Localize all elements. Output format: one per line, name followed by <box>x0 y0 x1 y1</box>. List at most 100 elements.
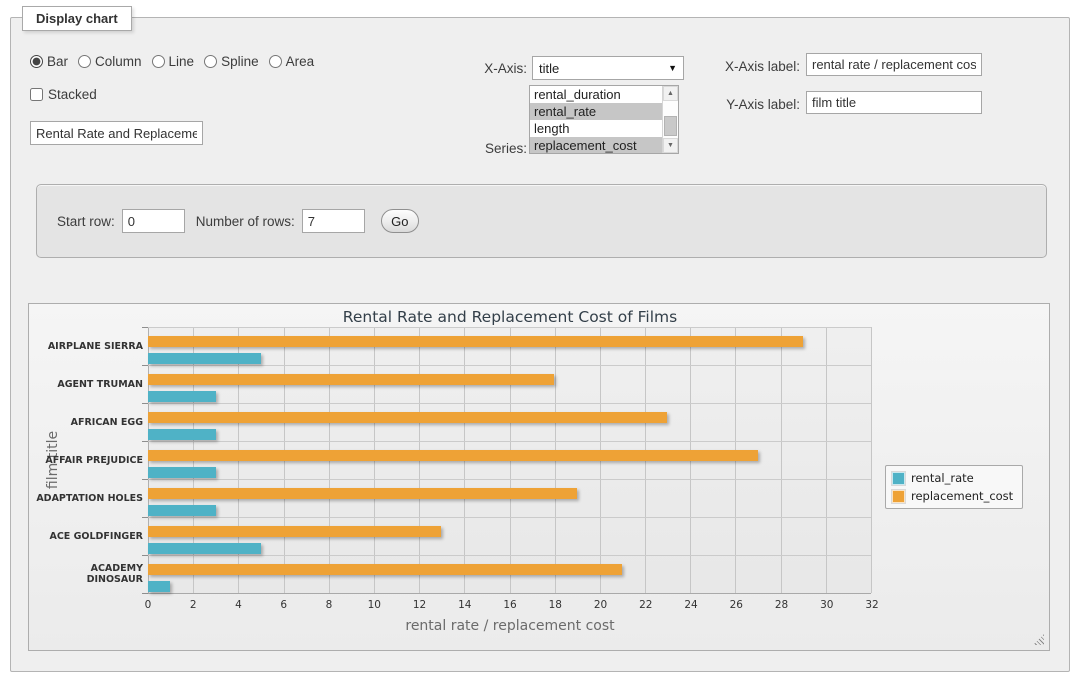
gridline-x-28 <box>781 327 782 593</box>
scrollbar-thumb[interactable] <box>664 116 677 136</box>
display-chart-panel: Display chart BarColumnLineSplineArea St… <box>10 17 1070 672</box>
y-tick-mark-3 <box>142 441 148 442</box>
x-tick-label-6: 6 <box>264 599 304 611</box>
x-tick-label-4: 4 <box>219 599 259 611</box>
x-tick-label-26: 26 <box>716 599 756 611</box>
chart-type-label-spline: Spline <box>221 54 259 69</box>
bar-rental_rate-0 <box>148 353 261 364</box>
go-button[interactable]: Go <box>381 209 419 233</box>
x-axis-select[interactable]: title ▼ <box>532 56 684 80</box>
category-label-6: ACADEMY DINOSAUR <box>33 555 143 593</box>
bar-rental_rate-4 <box>148 505 216 516</box>
gridline-y-3 <box>148 441 871 442</box>
y-tick-mark-7 <box>142 593 148 594</box>
category-label-1: AGENT TRUMAN <box>33 365 143 403</box>
category-label-0: AIRPLANE SIERRA <box>33 327 143 365</box>
gridline-y-2 <box>148 403 871 404</box>
y-tick-mark-6 <box>142 555 148 556</box>
x-axis-selected-value: title <box>539 61 559 76</box>
category-label-4: ADAPTATION HOLES <box>33 479 143 517</box>
x-tick-label-2: 2 <box>173 599 213 611</box>
chart-type-label-line: Line <box>169 54 195 69</box>
chart-type-column[interactable]: Column <box>78 54 142 69</box>
series-option-rental_rate[interactable]: rental_rate <box>530 103 662 120</box>
gridline-y-5 <box>148 517 871 518</box>
chart-type-radio-line[interactable] <box>152 55 165 68</box>
stacked-label: Stacked <box>48 87 97 102</box>
bar-rental_rate-5 <box>148 543 261 554</box>
chart-type-radio-column[interactable] <box>78 55 91 68</box>
y-tick-mark-0 <box>142 327 148 328</box>
bar-rental_rate-3 <box>148 467 216 478</box>
rows-controls-bar: Start row: Number of rows: Go <box>36 184 1047 258</box>
chart-type-label-column: Column <box>95 54 142 69</box>
chart-type-label-bar: Bar <box>47 54 68 69</box>
x-tick-label-8: 8 <box>309 599 349 611</box>
y-axis-label-input[interactable] <box>806 91 982 114</box>
legend-label-replacement_cost: replacement_cost <box>911 489 1013 503</box>
gridline-y-0 <box>148 327 871 328</box>
series-options: rental_durationrental_ratelengthreplacem… <box>530 86 662 153</box>
num-rows-label: Number of rows: <box>196 214 295 229</box>
chart-type-radio-area[interactable] <box>269 55 282 68</box>
scrollbar-track[interactable] <box>663 101 678 138</box>
chart-container: Rental Rate and Replacement Cost of Film… <box>28 303 1050 651</box>
series-option-rental_duration[interactable]: rental_duration <box>530 86 662 103</box>
legend-swatch-replacement_cost <box>892 490 905 503</box>
series-option-length[interactable]: length <box>530 120 662 137</box>
chart-type-area[interactable]: Area <box>269 54 315 69</box>
scroll-up-button[interactable]: ▲ <box>663 86 678 101</box>
start-row-label: Start row: <box>57 214 115 229</box>
chart-type-radio-bar[interactable] <box>30 55 43 68</box>
x-tick-label-0: 0 <box>128 599 168 611</box>
legend-swatch-rental_rate <box>892 472 905 485</box>
chart-type-radio-spline[interactable] <box>204 55 217 68</box>
page: Display chart Bar Column Line Spline Area St… <box>0 0 1081 681</box>
x-tick-label-28: 28 <box>762 599 802 611</box>
start-row-input[interactable] <box>122 209 185 233</box>
num-rows-input[interactable] <box>302 209 365 233</box>
bar-replacement_cost-2 <box>148 412 667 423</box>
y-tick-mark-2 <box>142 403 148 404</box>
scroll-down-button[interactable]: ▼ <box>663 138 678 153</box>
x-tick-label-10: 10 <box>354 599 394 611</box>
gridline-x-32 <box>871 327 872 593</box>
x-axis-label-input[interactable] <box>806 53 982 76</box>
series-option-replacement_cost[interactable]: replacement_cost <box>530 137 662 154</box>
x-tick-label-16: 16 <box>490 599 530 611</box>
gridline-y-4 <box>148 479 871 480</box>
panel-title: Display chart <box>22 6 132 31</box>
y-tick-mark-4 <box>142 479 148 480</box>
bar-replacement_cost-4 <box>148 488 577 499</box>
series-listbox[interactable]: rental_durationrental_ratelengthreplacem… <box>529 85 679 154</box>
x-tick-label-30: 30 <box>807 599 847 611</box>
bar-replacement_cost-0 <box>148 336 803 347</box>
bar-replacement_cost-5 <box>148 526 441 537</box>
category-label-2: AFRICAN EGG <box>33 403 143 441</box>
category-label-5: ACE GOLDFINGER <box>33 517 143 555</box>
resize-grip[interactable] <box>1033 634 1044 645</box>
legend-label-rental_rate: rental_rate <box>911 471 974 485</box>
x-axis-select-label: X-Axis: <box>441 61 527 76</box>
chart-title-input[interactable] <box>30 121 203 145</box>
x-tick-label-12: 12 <box>400 599 440 611</box>
chart-x-axis-title: rental rate / replacement cost <box>148 618 872 634</box>
chart-type-spline[interactable]: Spline <box>204 54 259 69</box>
bar-rental_rate-2 <box>148 429 216 440</box>
gridline-y-7 <box>148 593 871 594</box>
series-label: Series: <box>441 141 527 156</box>
stacked-checkbox[interactable] <box>30 88 43 101</box>
series-scrollbar[interactable]: ▲ ▼ <box>662 86 678 153</box>
chart-title: Rental Rate and Replacement Cost of Film… <box>148 308 872 326</box>
y-tick-mark-5 <box>142 517 148 518</box>
bar-replacement_cost-1 <box>148 374 554 385</box>
chart-type-line[interactable]: Line <box>152 54 195 69</box>
x-tick-label-18: 18 <box>535 599 575 611</box>
x-tick-label-20: 20 <box>581 599 621 611</box>
y-axis-label-label: Y-Axis label: <box>700 97 800 112</box>
dropdown-arrow-icon: ▼ <box>668 63 677 73</box>
legend-item-replacement_cost[interactable]: replacement_cost <box>892 489 1013 503</box>
stacked-row[interactable]: Stacked <box>30 87 97 102</box>
chart-type-bar[interactable]: Bar <box>30 54 68 69</box>
legend-item-rental_rate[interactable]: rental_rate <box>892 471 1013 485</box>
